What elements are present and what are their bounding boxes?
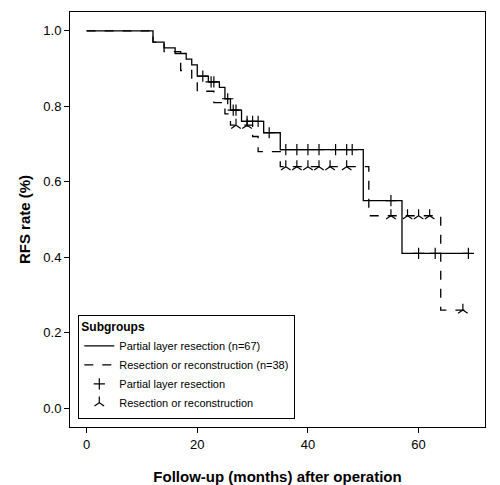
svg-text:Partial layer resection: Partial layer resection (119, 378, 225, 390)
svg-text:0.2: 0.2 (43, 325, 61, 340)
svg-text:0: 0 (83, 437, 90, 452)
svg-text:Partial layer resection (n=67): Partial layer resection (n=67) (119, 340, 260, 352)
svg-text:20: 20 (190, 437, 204, 452)
svg-text:1.0: 1.0 (43, 23, 61, 38)
svg-text:0.6: 0.6 (43, 174, 61, 189)
svg-text:0.4: 0.4 (43, 250, 61, 265)
svg-text:RFS rate (%): RFS rate (%) (16, 175, 33, 264)
svg-text:Follow-up (months) after opera: Follow-up (months) after operation (153, 468, 401, 485)
svg-text:40: 40 (301, 437, 315, 452)
svg-text:60: 60 (411, 437, 425, 452)
svg-text:Resection or reconstruction: Resection or reconstruction (119, 397, 253, 409)
svg-text:Resection or reconstruction (n: Resection or reconstruction (n=38) (119, 359, 288, 371)
svg-text:Subgroups: Subgroups (81, 320, 145, 334)
svg-text:0.8: 0.8 (43, 99, 61, 114)
svg-text:0.0: 0.0 (43, 401, 61, 416)
